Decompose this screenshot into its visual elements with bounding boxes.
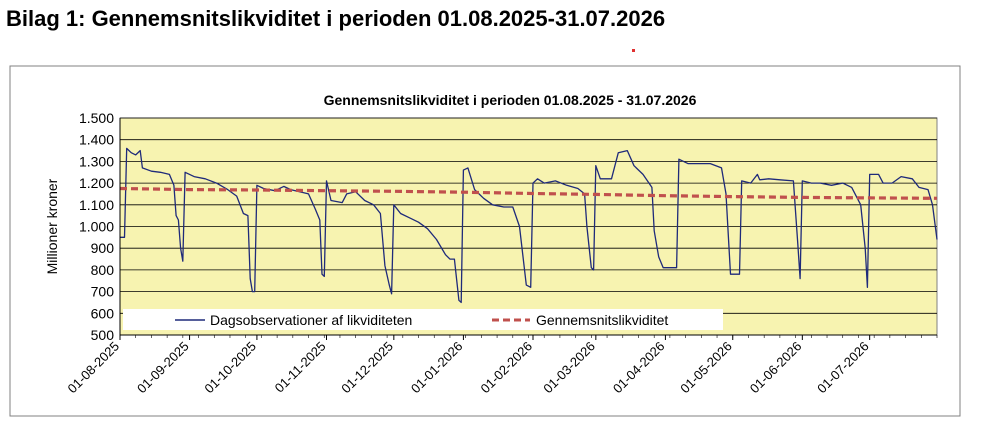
series-line-daily bbox=[120, 147, 938, 304]
chart-title: Gennemsnitslikviditet i perioden 01.08.2… bbox=[324, 92, 697, 108]
legend: Dagsobservationer af likviditeten Gennem… bbox=[123, 309, 723, 330]
marker-dot bbox=[632, 49, 635, 52]
y-tick-label: 800 bbox=[91, 262, 115, 278]
legend-box bbox=[123, 309, 723, 330]
y-tick-label: 1.100 bbox=[79, 197, 114, 213]
page-heading: Bilag 1: Gennemsnitslikviditet i periode… bbox=[6, 6, 666, 31]
y-tick-label: 1.400 bbox=[79, 132, 114, 148]
y-tick-label: 1.500 bbox=[79, 110, 114, 126]
y-tick-label: 1.300 bbox=[79, 153, 114, 169]
y-tick-label: 700 bbox=[91, 284, 115, 300]
legend-label-daily: Dagsobservationer af likviditeten bbox=[210, 312, 412, 328]
y-tick-label: 600 bbox=[91, 305, 115, 321]
series-layer bbox=[119, 147, 938, 304]
y-tick-label: 1.200 bbox=[79, 175, 114, 191]
series-line-average bbox=[119, 186, 938, 200]
y-tick-label: 1.000 bbox=[79, 219, 114, 235]
y-axis-ticks: 500 600 700 800 900 1.000 1.100 1.200 1.300 1.400… bbox=[79, 110, 114, 343]
legend-label-average: Gennemsnitslikviditet bbox=[536, 312, 668, 328]
y-tick-label: 900 bbox=[91, 240, 115, 256]
y-tick-label: 500 bbox=[91, 327, 115, 343]
y-axis-label: Millioner kroner bbox=[44, 178, 60, 274]
